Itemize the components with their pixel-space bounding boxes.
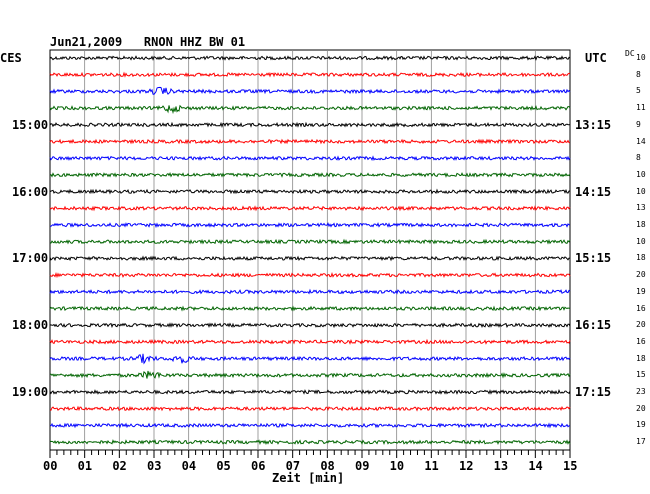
seismic-trace (49, 439, 571, 446)
dc-value: 20 (636, 320, 646, 330)
chart-title: Jun21,2009 RNON HHZ BW 01 (50, 35, 246, 49)
dc-value: 11 (636, 103, 646, 113)
utc-time-tick: 13:15 (575, 117, 612, 132)
seismic-trace (49, 188, 571, 195)
seismic-trace (49, 238, 571, 245)
local-time-tick: 19:00 (12, 385, 49, 399)
x-tick-label: 08 (320, 459, 335, 473)
x-tick-label: 00 (43, 459, 58, 473)
seismic-trace (49, 338, 571, 345)
x-tick-label: 15 (563, 459, 578, 473)
x-tick-label: 07 (285, 459, 301, 473)
grid-lines (84, 50, 536, 450)
x-tick-label: 12 (459, 459, 474, 473)
x-tick-label: 09 (355, 459, 370, 473)
local-time-label: CES (0, 51, 22, 65)
x-tick-label: 03 (147, 459, 162, 473)
utc-label: UTC (585, 51, 607, 65)
seismic-trace (49, 405, 571, 412)
dc-value: 13 (636, 203, 646, 213)
utc-time-tick: 14:15 (575, 184, 612, 199)
dc-value: 8 (636, 69, 641, 79)
utc-time-tick: 16:15 (575, 318, 612, 333)
plot-frame (49, 49, 571, 451)
seismic-trace (49, 255, 570, 262)
dc-value: 16 (636, 336, 646, 346)
local-time-tick: 17:00 (12, 251, 49, 266)
dc-value: 19 (636, 420, 646, 430)
seismic-trace (49, 370, 571, 379)
seismic-trace (49, 55, 571, 61)
x-tick-label: 01 (77, 459, 93, 473)
utc-time-tick: 17:15 (575, 385, 612, 399)
local-time-tick: 16:00 (12, 184, 49, 199)
dc-value: 15 (636, 370, 646, 380)
seismic-trace (49, 138, 571, 145)
local-time-tick: 18:00 (12, 318, 49, 333)
seismic-trace (49, 322, 571, 329)
seismic-trace (49, 272, 571, 279)
x-tick-label: 04 (181, 459, 197, 473)
x-axis-ticks (49, 450, 571, 458)
dc-value: 23 (636, 387, 646, 396)
dc-value: 9 (636, 119, 641, 129)
x-axis-label: Zeit [min] (272, 471, 345, 485)
dc-value: 10 (636, 169, 646, 179)
dc-value: 14 (636, 136, 646, 146)
seismic-trace (49, 104, 571, 115)
utc-time-tick: 15:15 (575, 251, 612, 266)
dc-value: 17 (636, 437, 646, 447)
seismic-trace (49, 71, 570, 78)
seismic-trace (49, 171, 571, 178)
seismic-trace (49, 86, 571, 95)
seismic-trace (49, 288, 571, 295)
dc-value: 19 (636, 286, 646, 296)
seismic-trace (50, 222, 571, 229)
trace-group (49, 55, 571, 446)
x-tick-label: 05 (216, 459, 231, 473)
x-tick-label: 06 (251, 459, 266, 473)
seismic-trace (49, 205, 571, 212)
seismic-trace (49, 353, 571, 365)
x-tick-label: 10 (389, 459, 405, 473)
dc-value: 16 (636, 303, 646, 313)
dc-value: 20 (636, 270, 646, 280)
seismic-trace (49, 155, 571, 162)
dc-value: 18 (636, 220, 646, 229)
seismic-trace (49, 121, 571, 128)
x-tick-label: 14 (528, 459, 543, 473)
dc-value: 5 (636, 86, 641, 96)
seismic-trace (49, 305, 571, 312)
dc-value: 18 (636, 353, 646, 363)
dc-value: 10 (636, 236, 646, 246)
seismic-trace (49, 389, 571, 395)
seismic-trace (49, 422, 571, 429)
local-time-tick: 15:00 (12, 117, 49, 132)
dc-value: 20 (636, 403, 646, 413)
dc-value: 10 (636, 186, 646, 196)
x-tick-label: 13 (493, 459, 509, 473)
x-tick-label: 02 (112, 459, 127, 473)
dc-label: DC (625, 49, 635, 58)
dc-value: 18 (636, 253, 646, 263)
dc-value: 10 (636, 53, 646, 62)
x-tick-label: 11 (424, 459, 439, 473)
dc-value: 8 (636, 153, 641, 163)
